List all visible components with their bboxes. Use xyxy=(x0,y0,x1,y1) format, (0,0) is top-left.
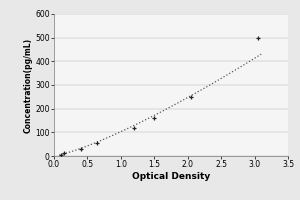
X-axis label: Optical Density: Optical Density xyxy=(132,172,210,181)
Y-axis label: Concentration(pg/mL): Concentration(pg/mL) xyxy=(23,37,32,133)
